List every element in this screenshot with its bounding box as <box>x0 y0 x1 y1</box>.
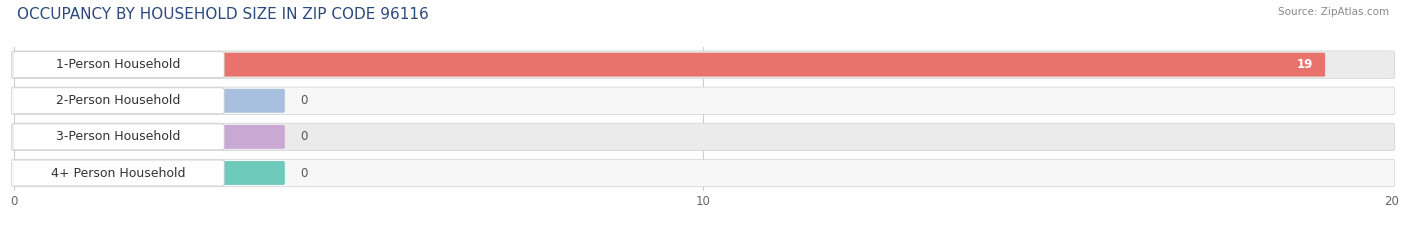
FancyBboxPatch shape <box>13 89 285 113</box>
Text: 1-Person Household: 1-Person Household <box>56 58 180 71</box>
FancyBboxPatch shape <box>13 88 224 114</box>
Text: 2-Person Household: 2-Person Household <box>56 94 180 107</box>
FancyBboxPatch shape <box>13 125 285 149</box>
FancyBboxPatch shape <box>11 159 1395 187</box>
FancyBboxPatch shape <box>13 52 224 78</box>
FancyBboxPatch shape <box>11 51 1395 78</box>
FancyBboxPatch shape <box>13 160 224 186</box>
FancyBboxPatch shape <box>11 123 1395 151</box>
FancyBboxPatch shape <box>13 53 1324 77</box>
Text: 4+ Person Household: 4+ Person Household <box>51 167 186 179</box>
FancyBboxPatch shape <box>13 124 224 150</box>
Text: 0: 0 <box>299 130 308 143</box>
Text: Source: ZipAtlas.com: Source: ZipAtlas.com <box>1278 7 1389 17</box>
Text: 3-Person Household: 3-Person Household <box>56 130 180 143</box>
FancyBboxPatch shape <box>11 87 1395 114</box>
Text: 0: 0 <box>299 167 308 179</box>
Text: OCCUPANCY BY HOUSEHOLD SIZE IN ZIP CODE 96116: OCCUPANCY BY HOUSEHOLD SIZE IN ZIP CODE … <box>17 7 429 22</box>
FancyBboxPatch shape <box>13 161 285 185</box>
Text: 0: 0 <box>299 94 308 107</box>
Text: 19: 19 <box>1296 58 1313 71</box>
